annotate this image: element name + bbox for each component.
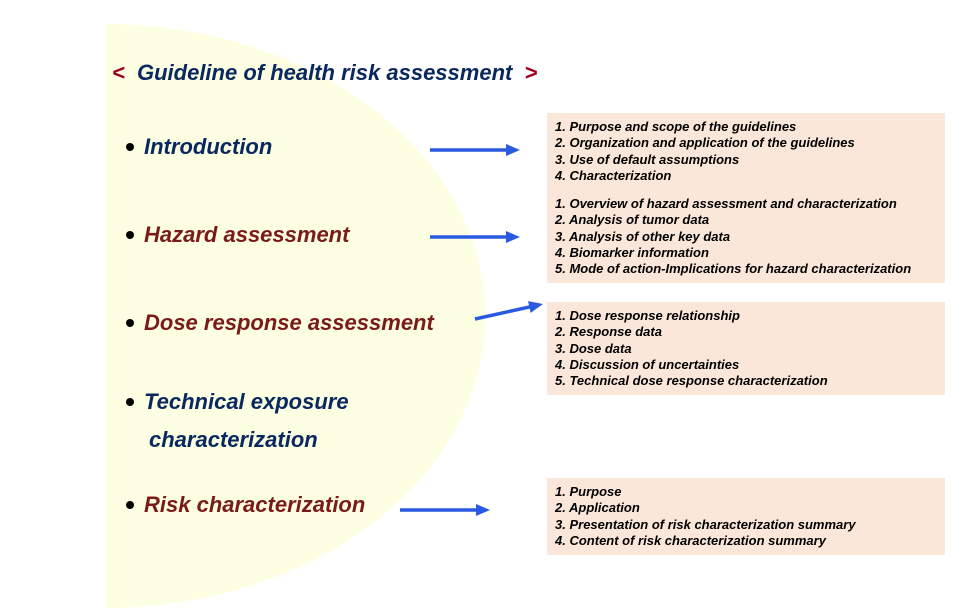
info-item: Content of risk characterization summary <box>555 533 937 549</box>
info-item: Analysis of other key data <box>555 229 937 245</box>
title-text: Guideline of health risk assessment <box>137 60 512 85</box>
bullet-intro: Introduction <box>126 134 272 160</box>
arrow-dose <box>475 301 543 319</box>
info-item: Application <box>555 500 937 516</box>
bullet-risk: Risk characterization <box>126 492 365 518</box>
bullet-hazard: Hazard assessment <box>126 222 349 248</box>
info-item: Organization and application of the guid… <box>555 135 937 151</box>
arrow-head-icon <box>528 301 543 313</box>
bullet-dot-icon <box>126 143 134 151</box>
info-item: Overview of hazard assessment and charac… <box>555 196 937 212</box>
title-bracket-close: > <box>524 60 537 85</box>
info-item: Analysis of tumor data <box>555 212 937 228</box>
bullet-label: Technical exposure <box>144 389 349 415</box>
bullet-dot-icon <box>126 398 134 406</box>
diagram-stage: < Guideline of health risk assessment > … <box>0 0 977 608</box>
info-item: Technical dose response characterization <box>555 373 937 389</box>
bullet-label: Dose response assessment <box>144 310 434 336</box>
info-box-hazard: Overview of hazard assessment and charac… <box>547 190 945 283</box>
info-item: Purpose <box>555 484 937 500</box>
info-item: Use of default assumptions <box>555 152 937 168</box>
info-box-dose: Dose response relationshipResponse dataD… <box>547 302 945 395</box>
bullet-dot-icon <box>126 501 134 509</box>
info-item: Discussion of uncertainties <box>555 357 937 373</box>
arrow-head-icon <box>506 144 520 156</box>
bullet-dot-icon <box>126 319 134 327</box>
info-item: Dose data <box>555 341 937 357</box>
bullet-label: Risk characterization <box>144 492 365 518</box>
info-list: Dose response relationshipResponse dataD… <box>555 308 937 389</box>
diagram-title: < Guideline of health risk assessment > <box>112 60 537 86</box>
info-list: Purpose and scope of the guidelinesOrgan… <box>555 119 937 184</box>
bullet-label: Introduction <box>144 134 272 160</box>
info-item: Response data <box>555 324 937 340</box>
info-item: Biomarker information <box>555 245 937 261</box>
info-list: PurposeApplicationPresentation of risk c… <box>555 484 937 549</box>
bullet-tech: Technical exposure <box>126 389 349 415</box>
info-item: Purpose and scope of the guidelines <box>555 119 937 135</box>
arrow-head-icon <box>506 231 520 243</box>
title-bracket-open: < <box>112 60 125 85</box>
info-list: Overview of hazard assessment and charac… <box>555 196 937 277</box>
bullet-tech-subline: characterization <box>149 427 318 453</box>
info-item: Presentation of risk characterization su… <box>555 517 937 533</box>
bullet-dose: Dose response assessment <box>126 310 434 336</box>
bullet-label: Hazard assessment <box>144 222 349 248</box>
info-box-intro: Purpose and scope of the guidelinesOrgan… <box>547 113 945 190</box>
bullet-dot-icon <box>126 231 134 239</box>
info-item: Characterization <box>555 168 937 184</box>
info-item: Mode of action-Implications for hazard c… <box>555 261 937 277</box>
info-item: Dose response relationship <box>555 308 937 324</box>
info-box-risk: PurposeApplicationPresentation of risk c… <box>547 478 945 555</box>
